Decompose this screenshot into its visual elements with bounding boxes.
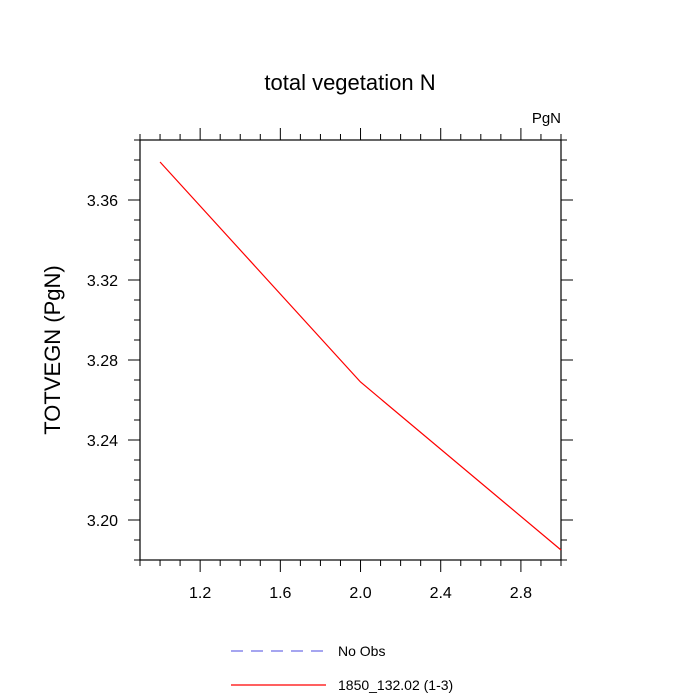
legend-label-0: No Obs: [338, 643, 385, 659]
y-tick-label: 3.28: [87, 353, 118, 370]
plot-area: 1.2 1.6 2.0 2.4 2.8 3.20 3.24 3.28 3.32 3.36: [87, 128, 573, 602]
y-tick-label: 3.24: [87, 433, 118, 450]
y-tick-label: 3.20: [87, 513, 118, 530]
legend-label-1: 1850_132.02 (1-3): [338, 677, 453, 693]
x-tick-label: 2.8: [510, 585, 532, 602]
legend: No Obs 1850_132.02 (1-3): [231, 643, 453, 693]
x-tick-label: 1.2: [189, 585, 211, 602]
y-tick-label: 3.32: [87, 273, 118, 290]
y-tick-label: 3.36: [87, 193, 118, 210]
x-tick-label: 2.0: [349, 585, 371, 602]
x-tick-label: 2.4: [430, 585, 452, 602]
chart-title: total vegetation N: [264, 70, 435, 95]
y-axis-label: TOTVEGN (PgN): [40, 265, 65, 435]
units-label: PgN: [532, 110, 561, 127]
x-tick-label: 1.6: [269, 585, 291, 602]
series-line-1: [159, 161, 562, 551]
plot-frame: [139, 139, 562, 561]
